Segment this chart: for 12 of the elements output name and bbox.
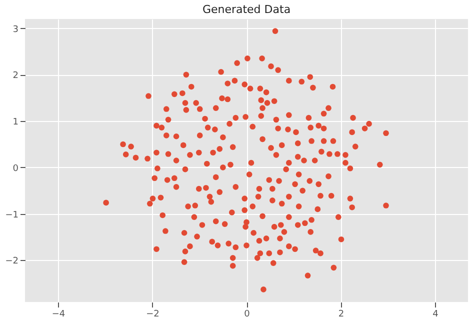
y-tick-label: 3 [12,24,18,35]
x-tick-label: −4 [52,310,66,320]
x-tick-label: 4 [432,310,439,320]
y-tick-label: 0 [12,164,19,174]
y-tick-label: −2 [5,256,18,267]
y-tick-label: −1 [5,210,18,220]
x-tick-label: 0 [244,310,250,320]
y-tick-label: 2 [12,71,18,82]
x-tick-label: −2 [146,310,160,320]
y-tick-label: 1 [12,118,18,128]
x-tick-label: 2 [338,310,344,320]
chart-title: Generated Data [202,3,291,16]
